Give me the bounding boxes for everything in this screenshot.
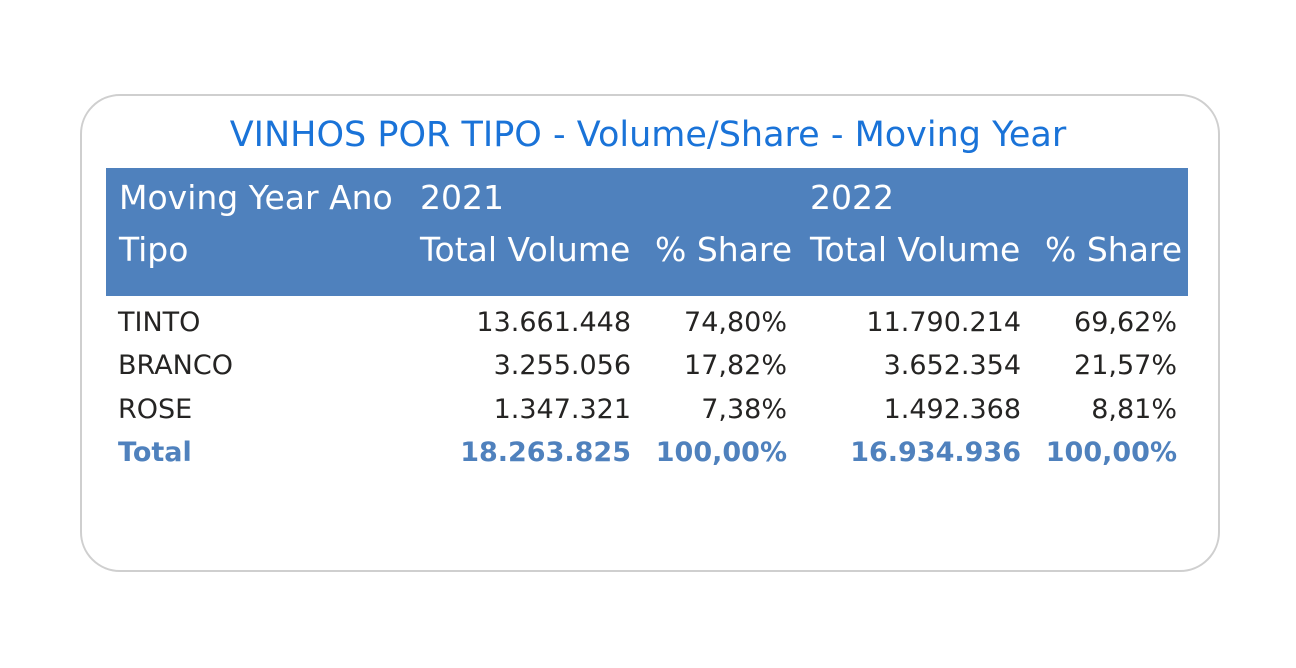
header-share-2022[interactable]: % Share [1045, 230, 1183, 269]
cell-tipo: TINTO [118, 307, 201, 338]
cell-share-2022: 69,62% [1074, 307, 1177, 338]
header-year-2022[interactable]: 2022 [810, 178, 894, 217]
cell-share-2022: 100,00% [1045, 437, 1177, 468]
header-share-2021[interactable]: % Share [655, 230, 793, 269]
cell-volume-2022: 1.492.368 [883, 394, 1021, 425]
cell-share-2021: 7,38% [701, 394, 787, 425]
cell-share-2022: 8,81% [1091, 394, 1177, 425]
cell-share-2021: 74,80% [684, 307, 787, 338]
cell-share-2021: 100,00% [655, 437, 787, 468]
cell-volume-2022: 16.934.936 [850, 437, 1021, 468]
header-moving-year-ano[interactable]: Moving Year Ano [119, 178, 393, 217]
cell-volume-2021: 13.661.448 [476, 307, 631, 338]
header-tipo[interactable]: Tipo [119, 230, 189, 269]
cell-share-2022: 21,57% [1074, 350, 1177, 381]
cell-tipo: BRANCO [118, 350, 233, 381]
table-header [106, 168, 1188, 296]
header-total-volume-2022[interactable]: Total Volume [810, 230, 1021, 269]
visual-title: VINHOS POR TIPO - Volume/Share - Moving … [229, 115, 1067, 155]
cell-tipo: Total [118, 437, 192, 468]
cell-volume-2022: 11.790.214 [866, 307, 1021, 338]
header-total-volume-2021[interactable]: Total Volume [420, 230, 631, 269]
cell-volume-2021: 18.263.825 [460, 437, 631, 468]
cell-tipo: ROSE [118, 394, 193, 425]
cell-share-2021: 17,82% [684, 350, 787, 381]
cell-volume-2022: 3.652.354 [883, 350, 1021, 381]
cell-volume-2021: 1.347.321 [493, 394, 631, 425]
cell-volume-2021: 3.255.056 [493, 350, 631, 381]
header-year-2021[interactable]: 2021 [420, 178, 504, 217]
